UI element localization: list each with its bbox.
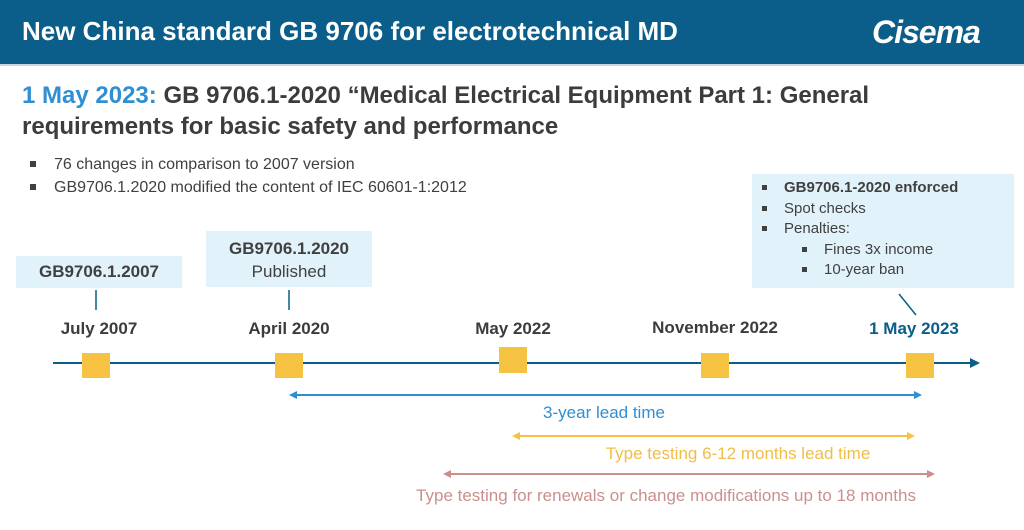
enforcement-item: Penalties: — [762, 219, 1014, 240]
penalty-item: Fines 3x income — [802, 240, 1014, 261]
callout-2020-title: GB9706.1.2020 — [228, 239, 350, 258]
bullet-item: 76 changes in comparison to 2007 version — [28, 153, 467, 176]
header-divider — [0, 64, 1024, 66]
callout-enforcement: GB9706.1-2020 enforced Spot checks Penal… — [752, 174, 1014, 288]
date-label-july-2007: July 2007 — [60, 319, 138, 338]
marker-may-2023 — [906, 353, 934, 378]
connector-2023 — [898, 293, 917, 316]
callout-2020-subtitle: Published — [251, 262, 327, 281]
cisema-logo: Cisema — [872, 14, 981, 50]
type-testing-label: Type testing 6-12 months lead time — [605, 444, 871, 463]
renewals-label: Type testing for renewals or change modi… — [416, 486, 916, 505]
date-label-november-2022: November 2022 — [652, 318, 778, 337]
headline-date: 1 May 2023: — [22, 82, 157, 109]
marker-april-2020 — [275, 353, 303, 378]
headline: 1 May 2023: GB 9706.1-2020 “Medical Elec… — [22, 80, 1002, 142]
lead-time-label: 3-year lead time — [543, 403, 665, 422]
enforcement-item: Spot checks — [762, 199, 1014, 220]
marker-july-2007 — [82, 353, 110, 378]
summary-bullets: 76 changes in comparison to 2007 version… — [28, 153, 467, 199]
bullet-item: GB9706.1.2020 modified the content of IE… — [28, 176, 467, 199]
marker-may-2022 — [499, 347, 527, 373]
date-label-april-2020: April 2020 — [248, 319, 330, 338]
header-bar: New China standard GB 9706 for electrote… — [0, 0, 1024, 64]
slide-title: New China standard GB 9706 for electrote… — [22, 16, 678, 46]
date-label-may-2023: 1 May 2023 — [869, 319, 959, 338]
headline-text: GB 9706.1-2020 “Medical Electrical Equip… — [22, 82, 870, 140]
penalty-item: 10-year ban — [802, 260, 1014, 281]
date-label-may-2022: May 2022 — [475, 319, 551, 338]
callout-gb9706-2020: GB9706.1.2020 Published — [206, 231, 372, 287]
callout-gb9706-2007: GB9706.1.2007 — [16, 256, 182, 288]
callout-2007-title: GB9706.1.2007 — [38, 262, 160, 281]
enforcement-item: GB9706.1-2020 enforced — [762, 178, 1014, 199]
marker-november-2022 — [701, 353, 729, 378]
